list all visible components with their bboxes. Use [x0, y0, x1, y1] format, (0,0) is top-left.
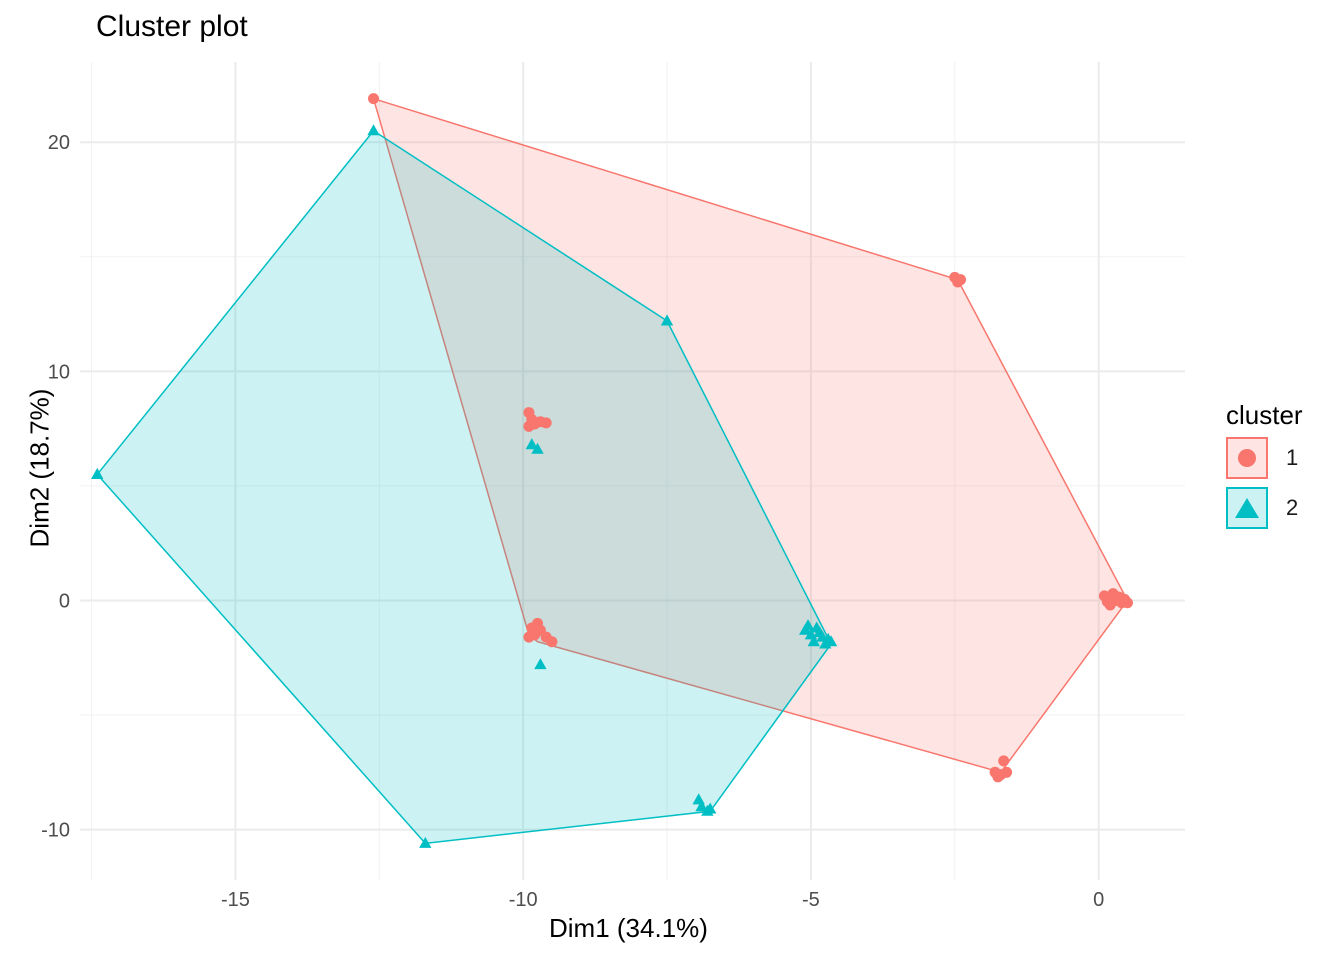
x-tick-label: 0: [1093, 889, 1104, 911]
point-cluster-1: [368, 93, 380, 105]
y-tick-label: 20: [48, 132, 70, 154]
point-cluster-2: [807, 635, 820, 647]
legend: cluster 1 2: [1226, 400, 1303, 531]
legend-key-triangle-icon: [1226, 487, 1268, 529]
x-axis-label: Dim1 (34.1%): [549, 913, 708, 943]
point-cluster-2: [534, 658, 547, 670]
point-cluster-1: [532, 617, 544, 629]
point-cluster-1: [1001, 766, 1013, 778]
point-cluster-1: [998, 755, 1010, 767]
point-cluster-1: [1104, 599, 1116, 611]
x-tick-label: -5: [802, 889, 820, 911]
point-cluster-2: [367, 124, 380, 136]
legend-item-1: 1: [1226, 435, 1303, 481]
point-cluster-2: [695, 800, 708, 812]
chart-title: Cluster plot: [96, 10, 248, 43]
point-cluster-2: [660, 314, 674, 326]
point-cluster-2: [91, 467, 104, 479]
point-cluster-1: [523, 631, 535, 643]
point-cluster-1: [955, 274, 967, 286]
point-cluster-1: [523, 420, 535, 432]
point-cluster-2: [824, 635, 838, 647]
point-cluster-1: [546, 636, 558, 648]
legend-title: cluster: [1226, 400, 1303, 430]
y-axis-label: Dim2 (18.7%): [24, 388, 55, 548]
point-cluster-2: [419, 836, 432, 848]
y-tick-label: 10: [48, 361, 70, 383]
point-cluster-2: [801, 619, 815, 631]
triangle-icon: [1235, 498, 1259, 518]
legend-item-2: 2: [1226, 485, 1303, 531]
legend-label-2: 2: [1286, 495, 1299, 520]
legend-label-1: 1: [1286, 445, 1299, 470]
y-tick-label: 0: [59, 590, 70, 612]
point-cluster-2: [525, 438, 538, 450]
circle-icon: [1238, 449, 1256, 467]
point-cluster-1: [1121, 597, 1133, 609]
legend-key-circle-icon: [1226, 437, 1268, 479]
x-tick-label: -15: [221, 889, 250, 911]
point-cluster-1: [992, 771, 1004, 783]
point-cluster-1: [1113, 591, 1125, 603]
point-cluster-1: [540, 417, 552, 429]
y-tick-label: -10: [41, 820, 70, 842]
point-cluster-2: [531, 442, 544, 454]
x-tick-label: -10: [509, 889, 538, 911]
point-cluster-2: [704, 802, 717, 814]
point-cluster-2: [813, 626, 826, 638]
